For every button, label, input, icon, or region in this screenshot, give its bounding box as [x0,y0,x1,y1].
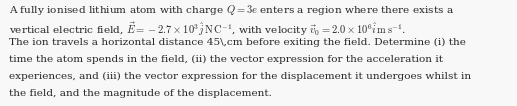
Text: A fully ionised lithium atom with charge $Q = 3e$ enters a region where there ex: A fully ionised lithium atom with charge… [9,3,454,17]
Text: The ion travels a horizontal distance 45\,cm before exiting the field. Determine: The ion travels a horizontal distance 45… [9,38,466,47]
Text: time the atom spends in the field, (ii) the vector expression for the accelerati: time the atom spends in the field, (ii) … [9,55,443,64]
Text: the field, and the magnitude of the displacement.: the field, and the magnitude of the disp… [9,89,272,98]
Text: vertical electric field, $\vec{E} = -2.7 \times 10^3\hat{j}\,\mathrm{N\,C^{-1}}$: vertical electric field, $\vec{E} = -2.7… [9,20,406,38]
Text: experiences, and (iii) the vector expression for the displacement it undergoes w: experiences, and (iii) the vector expres… [9,72,472,81]
